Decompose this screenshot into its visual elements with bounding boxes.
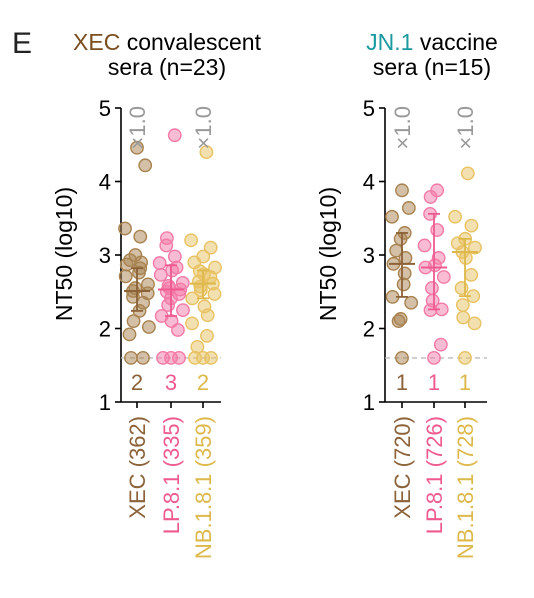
data-point [171,323,185,337]
data-point [152,256,167,270]
data-point [448,209,462,224]
data-point [391,314,406,329]
y-axis-label: NT50 (log10) [315,187,341,321]
fold-change-label: ×1.0 [390,106,415,149]
y-tick-label: 5 [363,96,375,121]
chart-title-line2: sera (n=23) [108,54,226,80]
data-point [118,221,132,236]
data-point [456,310,471,325]
data-point [204,350,218,365]
data-point [138,158,153,173]
y-tick-label: 5 [99,96,111,121]
data-point [404,295,419,310]
y-tick-label: 2 [99,317,111,342]
below-limit-count: 1 [428,370,440,395]
data-point [393,231,408,246]
data-point [126,314,141,329]
data-point [200,308,215,323]
data-point [464,267,479,282]
x-tick-label: NB.1.8.1 (359) [191,416,216,559]
data-point [161,298,176,312]
data-point [159,238,174,253]
data-point [133,229,148,244]
data-point [176,303,190,318]
y-axis-label: NT50 (log10) [51,187,77,321]
data-point [430,223,445,237]
data-point [124,350,138,365]
y-tick-label: 1 [99,390,111,415]
data-point [467,316,482,331]
chart-title-line2: sera (n=15) [373,54,491,80]
data-point [185,316,199,331]
x-tick-label: XEC (720) [390,416,415,519]
data-point [172,350,186,365]
data-point [398,251,413,265]
x-tick-label: NB.1.8.1 (728) [453,416,478,559]
data-point [130,140,144,155]
chart-right: JN.1 vaccine sera (n=15) NT50 (log10) 1 2… [315,29,498,559]
data-point [458,350,472,365]
chart-title-highlight: JN.1 [366,29,413,55]
chart-title-line1: XEC convalescent [73,29,262,55]
below-limit-count: 3 [165,370,177,395]
fold-change-label: ×1.0 [125,106,150,149]
data-point [423,190,438,204]
x-tick-label: LP.8.1 (335) [159,416,184,534]
y-tick-label: 1 [363,390,375,415]
data-point [427,350,441,365]
data-point [468,240,482,255]
below-limit-count: 2 [131,370,143,395]
data-point [141,320,156,334]
data-point [395,183,409,198]
x-tick-label: XEC (362) [125,416,150,519]
y-tick-label: 3 [363,243,375,268]
data-point [184,233,198,248]
x-tick-label: LP.8.1 (726) [422,416,447,534]
chart-left: XEC convalescent sera (n=23) NT50 (log10… [51,29,262,559]
data-point [185,291,200,306]
data-point [203,240,218,255]
data-point [136,350,150,365]
data-point [425,281,439,295]
data-point [455,298,470,312]
y-tick-label: 4 [363,170,375,195]
data-point [200,328,214,343]
y-tick-label: 3 [99,243,111,268]
data-point [433,337,448,352]
data-point [167,249,182,264]
panel-letter: E [12,27,32,60]
chart-title-rest: vaccine [413,29,497,55]
data-point [464,218,479,233]
fold-change-label: ×1.0 [191,106,216,149]
fold-change-label: ×1.0 [453,106,478,149]
data-point [417,238,432,253]
data-point [436,270,451,284]
y-tick-label: 4 [99,170,111,195]
chart-title-highlight: XEC [73,29,120,55]
data-point [167,128,182,143]
chart-title-line1: JN.1 vaccine [366,29,498,55]
data-point [199,145,214,160]
below-limit-count: 1 [396,370,408,395]
y-tick-label: 2 [363,317,375,342]
below-limit-count: 1 [459,370,471,395]
data-point [401,201,416,215]
data-point [153,267,168,282]
data-point [132,265,146,280]
below-limit-count: 2 [197,370,209,395]
chart-title-rest: convalescent [120,29,261,55]
data-point [118,269,133,284]
data-point [395,350,409,365]
data-point [122,327,137,342]
data-point [207,287,222,301]
data-point [385,209,399,224]
data-point [460,166,475,181]
data-point [396,277,411,292]
